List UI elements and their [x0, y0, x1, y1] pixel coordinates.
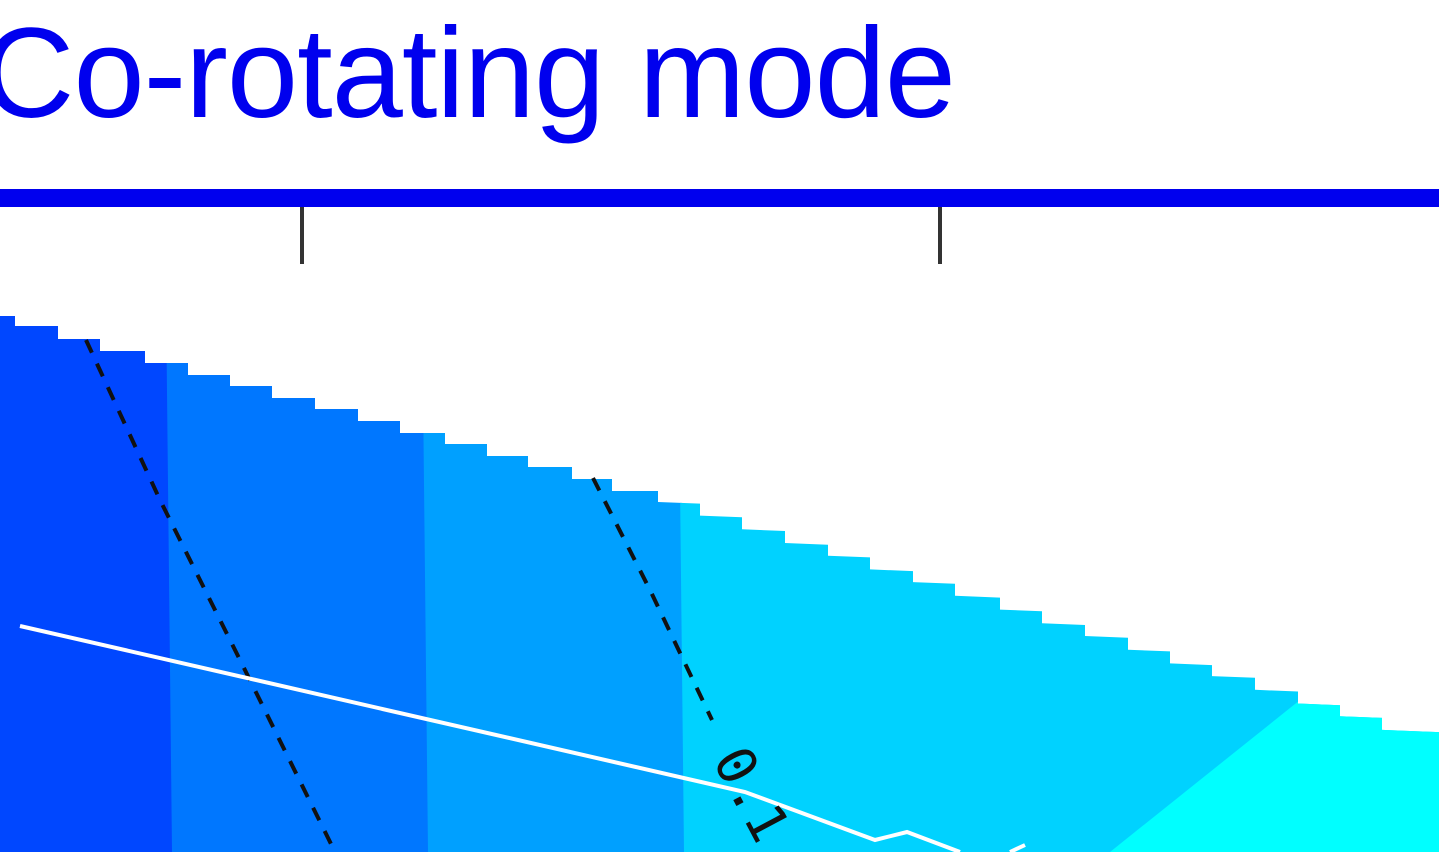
contour-band-1	[0, 316, 176, 852]
slide-title: Co-rotating mode	[0, 2, 956, 145]
overlay-line	[19, 624, 1026, 852]
contour-band-2	[166, 316, 430, 852]
contour-line-1	[84, 339, 337, 852]
contour-band-5	[1110, 700, 1439, 852]
title-underline	[0, 189, 1439, 207]
contour-line-2	[591, 477, 714, 721]
